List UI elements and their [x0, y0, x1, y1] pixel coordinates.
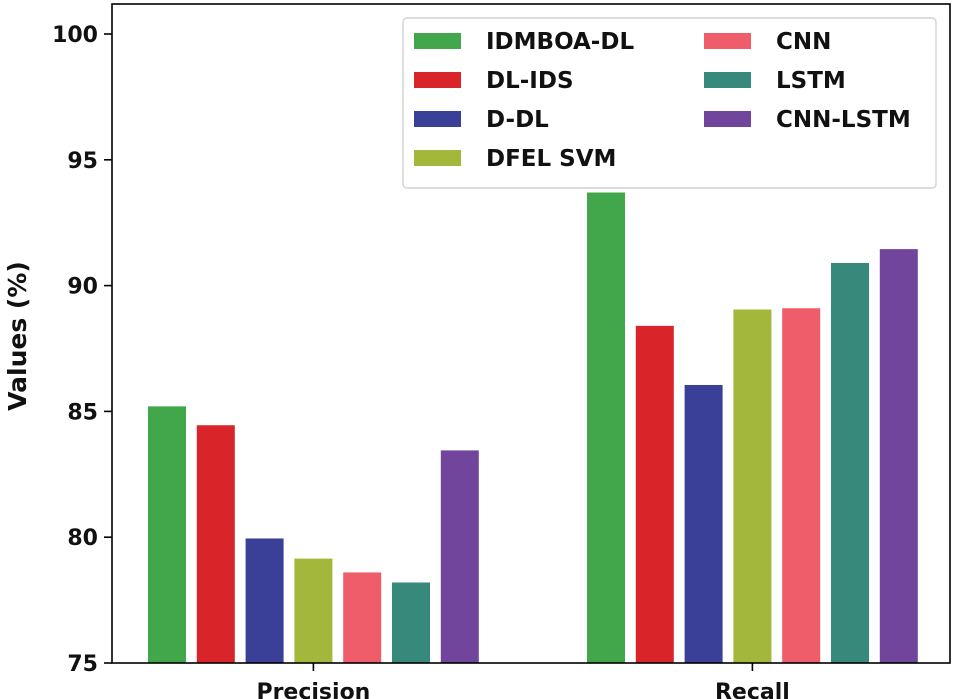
bar-lstm-recall: [831, 262, 869, 663]
bar-dl-ids-recall: [635, 325, 674, 663]
legend-swatch-lstm: [704, 72, 751, 88]
legend-swatch-dfel-svm: [414, 150, 461, 166]
legend: IDMBOA-DL DL-IDS D-DL DFEL SVM CNN LSTM CNN-LS…: [402, 17, 937, 189]
x-tick-label-precision: Precision: [256, 680, 370, 699]
legend-label-dl-ids: DL-IDS: [486, 68, 574, 94]
legend-label-lstm: LSTM: [776, 68, 846, 94]
legend-swatch-dl-ids: [414, 72, 461, 88]
x-tick-label-recall: Recall: [715, 680, 790, 699]
legend-label-dfel-svm: DFEL SVM: [486, 146, 616, 172]
y-tick-label: 80: [67, 526, 98, 551]
legend-label-cnn: CNN: [776, 29, 831, 55]
bar-dl-ids-precision: [196, 425, 235, 663]
bar-d-dl-precision: [245, 538, 284, 663]
bars-group: [148, 192, 918, 664]
bar-lstm-precision: [392, 582, 430, 663]
y-tick-label: 90: [67, 275, 98, 300]
y-tick-label: 75: [67, 652, 98, 677]
y-tick-label: 85: [67, 400, 98, 425]
plot-frame: [111, 3, 951, 664]
legend-swatch-cnn-lstm: [704, 111, 751, 127]
y-axis-ticks: 75 80 85 90 95 100: [52, 23, 112, 677]
legend-swatch-cnn: [704, 33, 751, 49]
y-tick-label: 100: [52, 23, 98, 48]
bar-cnn-lstm-precision: [440, 450, 479, 663]
legend-swatch-idmboa-dl: [414, 33, 461, 49]
bar-cnn-lstm-recall: [879, 249, 918, 664]
y-tick-label: 95: [67, 149, 98, 174]
legend-label-idmboa-dl: IDMBOA-DL: [486, 29, 634, 55]
bar-idmboa-dl-precision: [148, 406, 186, 663]
legend-box: [402, 17, 937, 189]
bar-cnn-precision: [343, 572, 382, 663]
x-axis-ticks: Precision Recall: [256, 663, 790, 699]
y-axis-label: Values (%): [3, 261, 32, 411]
legend-label-d-dl: D-DL: [486, 107, 549, 133]
bar-dfel-svm-recall: [733, 309, 772, 663]
bar-d-dl-recall: [684, 384, 723, 663]
bar-dfel-svm-precision: [294, 558, 333, 663]
bar-cnn-recall: [782, 308, 821, 663]
bar-idmboa-dl-recall: [587, 192, 625, 663]
legend-label-cnn-lstm: CNN-LSTM: [776, 107, 911, 133]
legend-swatch-d-dl: [414, 111, 461, 127]
